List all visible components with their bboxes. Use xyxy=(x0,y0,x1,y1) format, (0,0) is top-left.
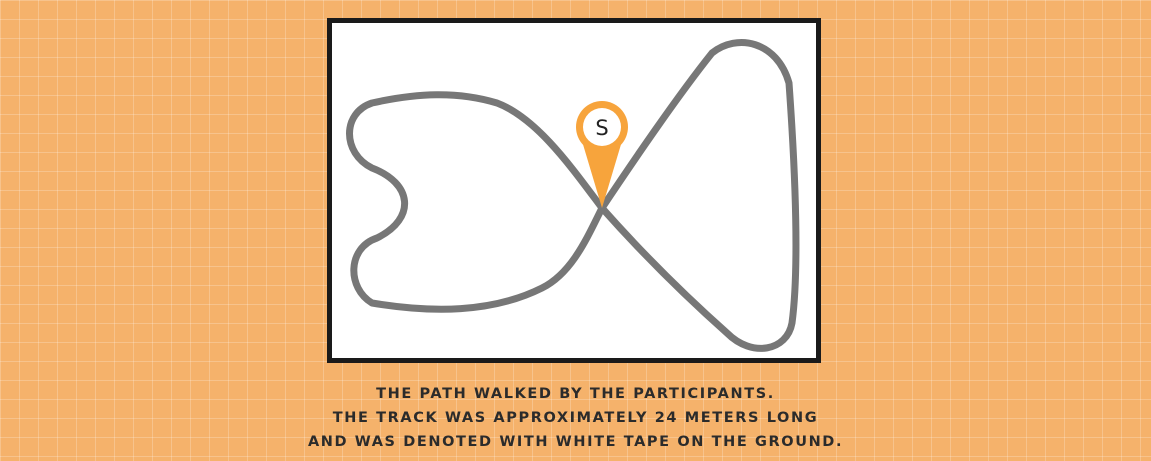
caption-line-3: AND WAS DENOTED WITH WHITE TAPE ON THE G… xyxy=(307,434,844,450)
walking-track-path xyxy=(346,39,800,352)
caption-line-2: THE TRACK WAS APPROXIMATELY 24 METERS LO… xyxy=(332,410,819,426)
caption-line-1: THE PATH WALKED BY THE PARTICIPANTS. xyxy=(376,386,775,402)
figure-caption: THE PATH WALKED BY THE PARTICIPANTS. THE… xyxy=(0,382,1151,454)
track-diagram: S xyxy=(346,39,800,352)
start-pin-icon: S xyxy=(576,101,628,208)
start-label: S xyxy=(595,116,608,140)
track-diagram-frame: S xyxy=(327,18,821,363)
